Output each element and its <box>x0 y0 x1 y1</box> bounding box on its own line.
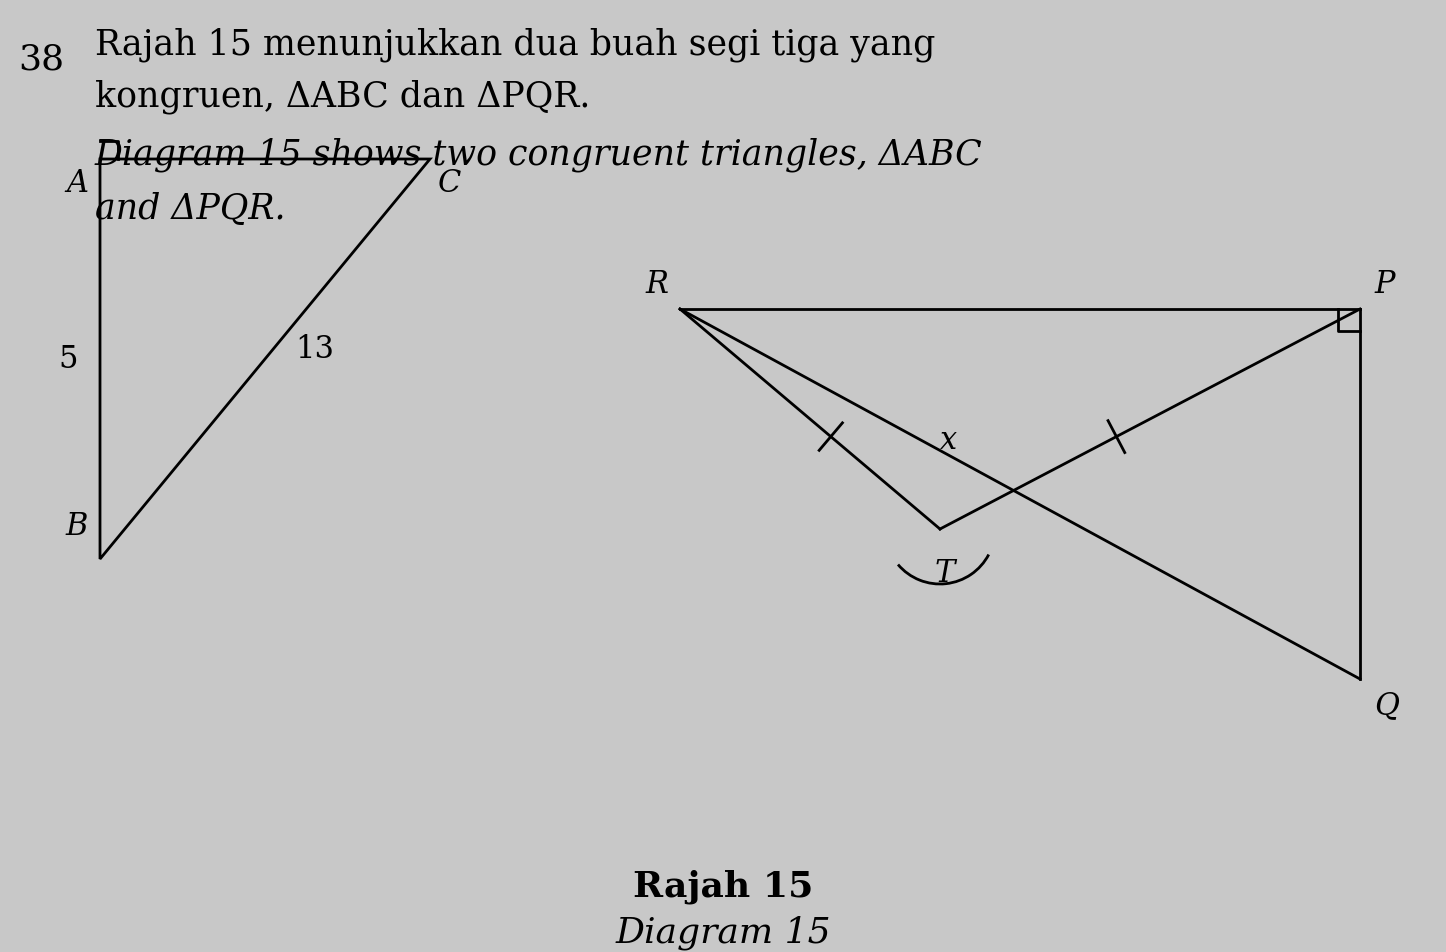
Text: C: C <box>438 168 461 199</box>
Text: Diagram 15 shows two congruent triangles, ΔABC: Diagram 15 shows two congruent triangles… <box>95 138 983 172</box>
Text: and ΔPQR.: and ΔPQR. <box>95 191 285 226</box>
Text: Rajah 15 menunjukkan dua buah segi tiga yang: Rajah 15 menunjukkan dua buah segi tiga … <box>95 28 936 63</box>
Text: kongruen, ΔABC dan ΔPQR.: kongruen, ΔABC dan ΔPQR. <box>95 80 590 114</box>
Text: 38: 38 <box>17 42 64 76</box>
Text: Diagram 15: Diagram 15 <box>615 915 831 949</box>
Text: Q: Q <box>1374 689 1398 721</box>
Text: 13: 13 <box>295 334 334 366</box>
Text: Rajah 15: Rajah 15 <box>633 869 813 903</box>
Text: P: P <box>1374 268 1394 300</box>
Text: T: T <box>934 558 956 588</box>
Text: 5: 5 <box>58 344 78 375</box>
Text: x: x <box>940 425 957 455</box>
Text: B: B <box>65 510 88 542</box>
Text: R: R <box>645 268 668 300</box>
Text: A: A <box>67 168 88 199</box>
